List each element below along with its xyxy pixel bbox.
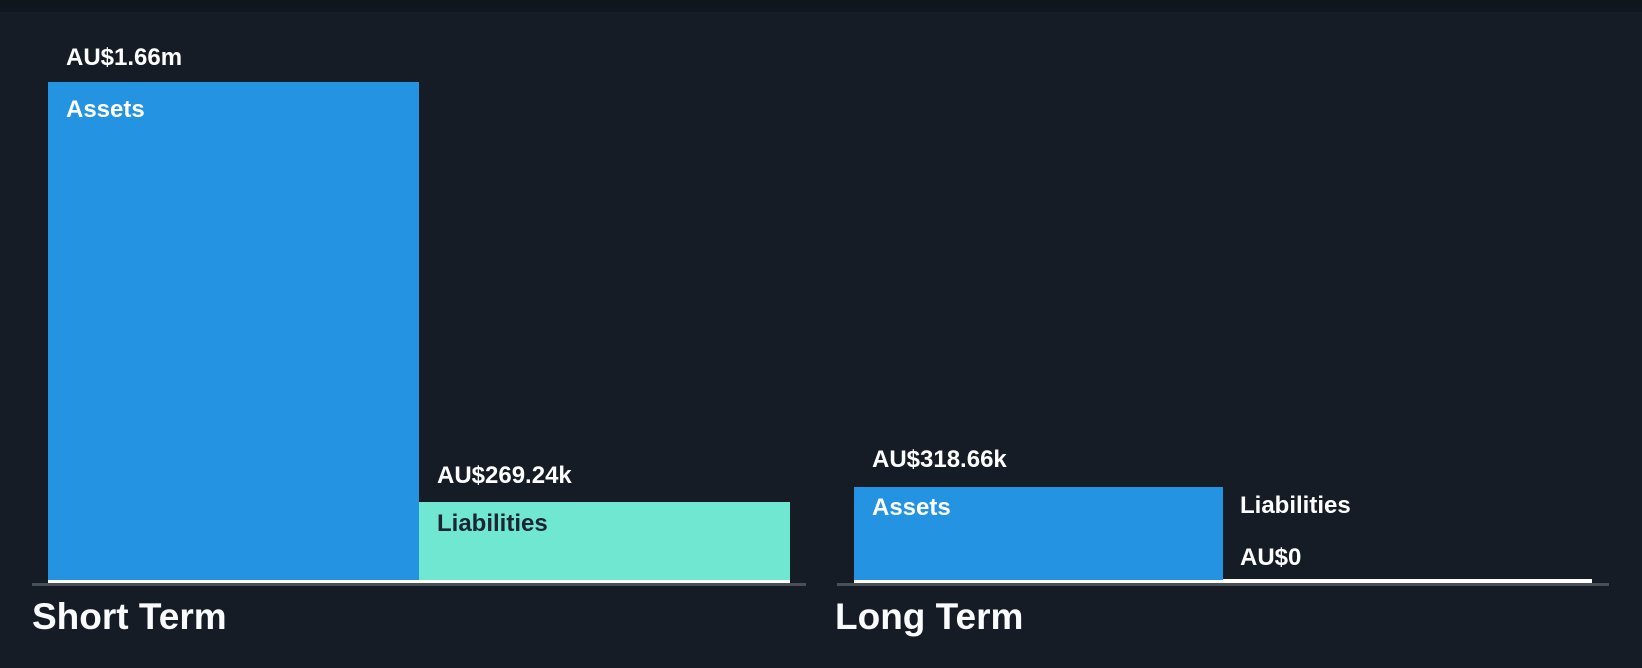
long-term-x-axis-baseline [837,583,1609,586]
short-term-assets-series-label: Assets [66,96,145,123]
short-term-assets-bar[interactable] [48,82,419,583]
short-term-assets-value-label: AU$1.66m [66,44,183,71]
long-term-liabilities-value-label: AU$0 [1240,544,1302,571]
short-term-liabilities-series-label: Liabilities [437,510,548,537]
long-term-assets-value-label: AU$318.66k [872,446,1007,473]
long-term-assets-series-label: Assets [872,494,951,521]
short-term-group-title: Short Term [32,596,227,637]
short-term-liabilities-bar[interactable] [419,502,790,583]
long-term-assets-bar[interactable] [854,487,1223,583]
long-term-liabilities-series-label: Liabilities [1240,492,1351,519]
long-term-liabilities-zero-bar[interactable] [1223,579,1592,583]
long-term-group-title: Long Term [835,596,1024,637]
chart-top-edge [0,0,1642,12]
short-term-x-axis-baseline [32,583,806,586]
short-term-liabilities-value-label: AU$269.24k [437,462,572,489]
